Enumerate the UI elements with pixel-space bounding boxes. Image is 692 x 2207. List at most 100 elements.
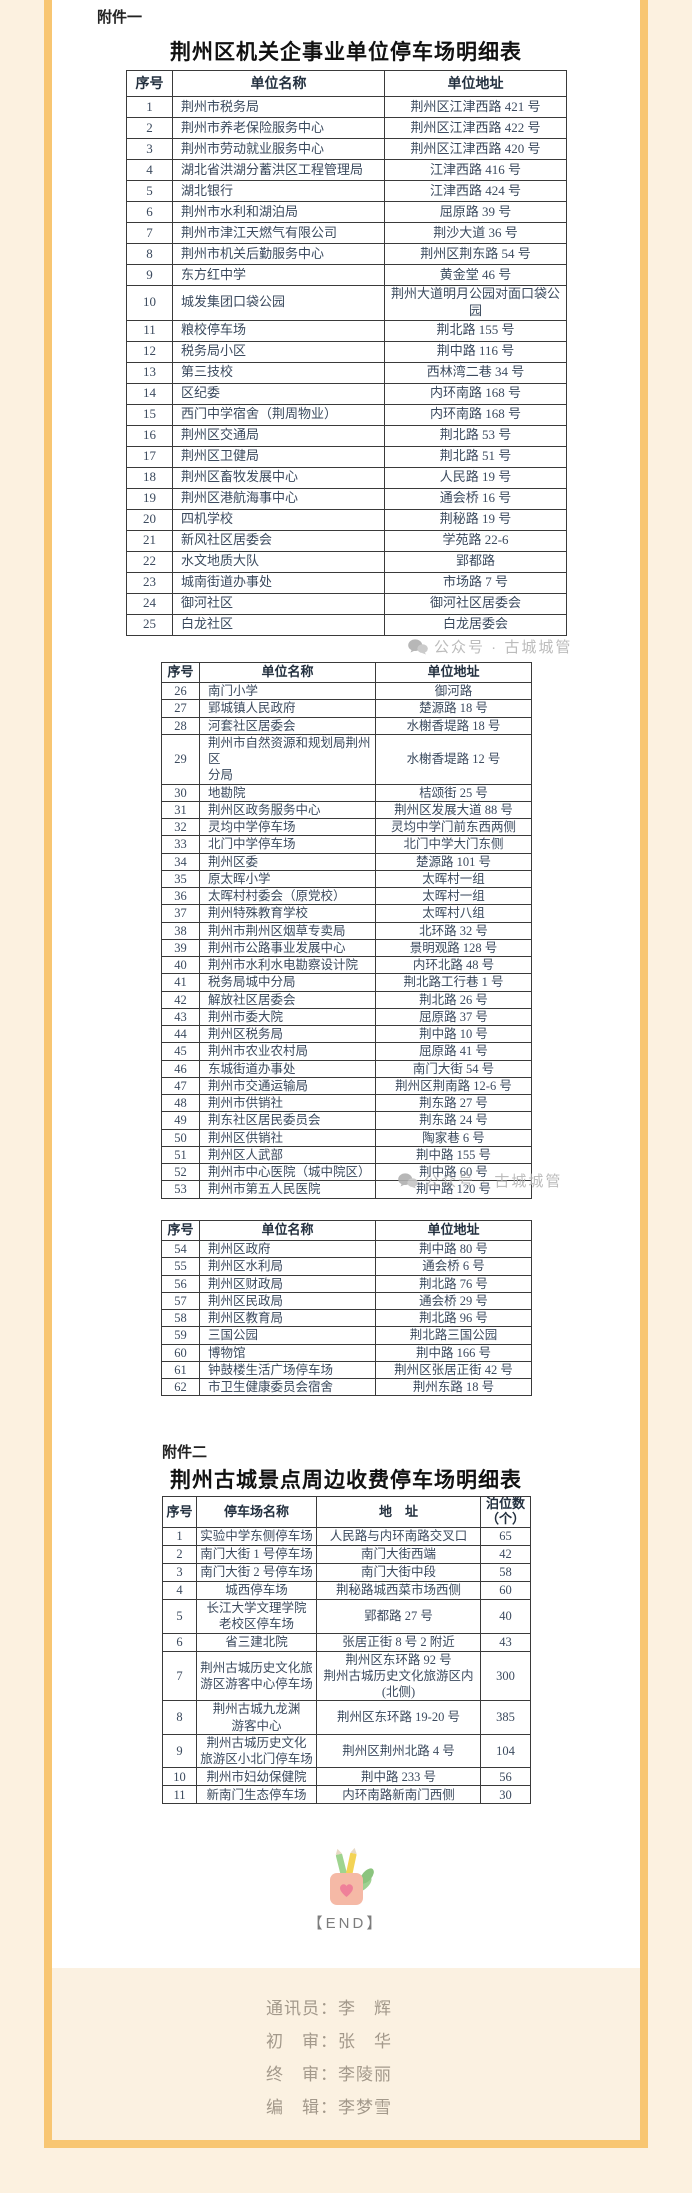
table-cell: 水榭香堤路 12 号 xyxy=(375,733,532,785)
table-row: 26 南门小学 御河路 xyxy=(161,681,532,701)
table-cell: 17 xyxy=(126,445,173,468)
table-cell: 屈原路 37 号 xyxy=(375,1007,532,1027)
table-cell: 46 xyxy=(161,1059,200,1078)
unit-parking-table-3: 序号 单位名称 单位地址 54 荆州区政府 荆中路 80 号 55 荆州区水利局 通会桥 6 … xyxy=(161,1220,532,1397)
table-cell: 白龙居委会 xyxy=(384,613,567,636)
table-row: 38 荆州市荆州区烟草专卖局 北环路 32 号 xyxy=(161,921,532,940)
table-row: 25 白龙社区 白龙居委会 xyxy=(126,613,567,636)
table-cell: 21 xyxy=(126,529,173,552)
table-cell: 49 xyxy=(161,1111,200,1130)
header-cell: 序号 xyxy=(161,1220,200,1241)
table-row: 1 荆州市税务局 荆州区江津西路 421 号 xyxy=(126,96,567,118)
table-cell: 南门大街西端 xyxy=(316,1545,481,1564)
table-cell: 新风社区居委会 xyxy=(172,529,385,552)
table-row: 45 荆州市农业农村局 屈原路 41 号 xyxy=(161,1042,532,1061)
table-row: 32 灵均中学停车场 灵均中学门前东西两侧 xyxy=(161,817,532,837)
table-cell: 博物馆 xyxy=(199,1343,376,1362)
table-cell: 44 xyxy=(161,1024,200,1044)
table-cell: 湖北银行 xyxy=(172,180,385,202)
header-cell: 单位地址 xyxy=(375,1220,532,1241)
table-row: 53 荆州市第五人民医院 荆中路 120 号 xyxy=(161,1180,532,1199)
table-cell: 白龙社区 xyxy=(172,613,385,636)
table-cell: 御河社区 xyxy=(172,592,385,615)
table-cell: 南门大街 1 号停车场 xyxy=(196,1545,317,1564)
table-cell: 荆东社区居民委员会 xyxy=(199,1111,376,1130)
table-cell: 荆东路 27 号 xyxy=(375,1093,532,1113)
table-row: 15 西门中学宿舍（荆周物业） 内环南路 168 号 xyxy=(126,403,567,426)
table-cell: 荆秘路 19 号 xyxy=(384,508,567,531)
table-cell: 3 xyxy=(126,138,173,160)
table-cell: 300 xyxy=(480,1650,531,1702)
table-cell: 城西停车场 xyxy=(196,1581,317,1600)
table-cell: 长江大学文理学院 老校区停车场 xyxy=(196,1599,317,1634)
table-row: 4 城西停车场 荆秘路城西菜市场西侧 60 xyxy=(162,1581,531,1600)
table-row: 50 荆州区供销社 陶家巷 6 号 xyxy=(161,1128,532,1147)
table-cell: 60 xyxy=(161,1343,200,1362)
table-cell: 新南门生态停车场 xyxy=(196,1785,317,1805)
table-row: 49 荆东社区居民委员会 荆东路 24 号 xyxy=(161,1111,532,1130)
table-cell: 原太晖小学 xyxy=(199,869,376,889)
table-cell: 南门小学 xyxy=(199,681,376,701)
table-cell: 第三技校 xyxy=(172,361,385,384)
table-cell: 22 xyxy=(126,550,173,573)
wechat-bubbles-icon xyxy=(408,638,428,654)
table-row: 31 荆州区政务服务中心 荆州区发展大道 88 号 xyxy=(161,800,532,820)
header-cell: 停车场名称 xyxy=(196,1496,317,1528)
table-cell: 52 xyxy=(161,1162,200,1182)
table-cell: 内环北路 48 号 xyxy=(375,955,532,975)
table-cell: 4 xyxy=(126,159,173,181)
table-cell: 灵均中学停车场 xyxy=(199,817,376,837)
table-cell: 荆州区港航海事中心 xyxy=(172,487,385,510)
table-row: 9 东方红中学 黄金堂 46 号 xyxy=(126,264,567,286)
table-cell: 荆州区教育局 xyxy=(199,1308,376,1328)
table-cell: 黄金堂 46 号 xyxy=(384,264,567,286)
table-cell: 60 xyxy=(480,1581,531,1600)
table-cell: 荆州古城历史文化旅 游区游客中心停车场 xyxy=(196,1650,317,1702)
table-cell: 54 xyxy=(161,1239,200,1259)
table-cell: 9 xyxy=(126,264,173,286)
table-cell: 郢城镇人民政府 xyxy=(199,699,376,718)
table-cell: 荆州区东环路 92 号 荆州古城历史文化旅游区内(北侧) xyxy=(316,1650,481,1702)
unit-parking-table-1: 序号 单位名称 单位地址 1 荆州市税务局 荆州区江津西路 421 号 2 荆州市养老保险服… xyxy=(126,70,567,636)
table-cell: 荆州区畜牧发展中心 xyxy=(172,466,385,489)
table-header-row: 序号 单位名称 单位地址 xyxy=(161,662,532,683)
table-cell: 钟鼓楼生活广场停车场 xyxy=(199,1360,376,1380)
table-row: 7 荆州市津江天燃气有限公司 荆沙大道 36 号 xyxy=(126,222,567,244)
table-cell: 荆州区江津西路 420 号 xyxy=(384,138,567,160)
table-cell: 荆州区东环路 19-20 号 xyxy=(316,1700,481,1735)
table-row: 22 水文地质大队 郢都路 xyxy=(126,550,567,573)
table-row: 11 新南门生态停车场 内环南路新南门西侧 30 xyxy=(162,1785,531,1805)
table-header-row: 序号 单位名称 单位地址 xyxy=(161,1220,532,1241)
table-row: 24 御河社区 御河社区居委会 xyxy=(126,592,567,615)
table-cell: 荆州区委 xyxy=(199,852,376,871)
table-cell: 太晖村一组 xyxy=(375,886,532,906)
table-cell: 御河社区居委会 xyxy=(384,592,567,615)
table-cell: 荆州市荆州区烟草专卖局 xyxy=(199,921,376,940)
content-card: 附件一 荆州区机关企事业单位停车场明细表 序号 单位名称 单位地址 1 荆州市税务局荆… xyxy=(44,0,648,2148)
credit-editor: 编 辑：李梦雪 xyxy=(266,2098,392,2117)
table-cell: 荆北路 51 号 xyxy=(384,445,567,468)
table-cell: 湖北省洪湖分蓄洪区工程管理局 xyxy=(172,159,385,181)
table-row: 13 第三技校 西林湾二巷 34 号 xyxy=(126,361,567,384)
table-row: 7 荆州古城历史文化旅 游区游客中心停车场 荆州区东环路 92 号 荆州古城历史文化… xyxy=(162,1650,531,1702)
table-cell: 北环路 32 号 xyxy=(375,921,532,940)
table1-title: 荆州区机关企事业单位停车场明细表 xyxy=(170,41,522,64)
table-cell: 6 xyxy=(126,201,173,223)
table-cell: 荆州大道明月公园对面口袋公 园 xyxy=(384,285,567,321)
credit-first-review: 初 审：张 华 xyxy=(266,2032,392,2051)
table-cell: 东城街道办事处 xyxy=(199,1059,376,1078)
table-cell: 12 xyxy=(126,340,173,363)
table-cell: 荆秘路城西菜市场西侧 xyxy=(316,1581,481,1600)
attachment1-label: 附件一 xyxy=(97,9,143,26)
table-header-row: 序号 停车场名称地 址泊位数 （个） xyxy=(162,1496,531,1528)
table-cell: 2 xyxy=(162,1545,197,1564)
table-row: 43 荆州市委大院 屈原路 37 号 xyxy=(161,1007,532,1027)
table-cell: 荆州市自然资源和规划局荆州区 分局 xyxy=(199,733,376,785)
table-cell: 荆州区张居正街 42 号 xyxy=(375,1360,532,1380)
end-marker: 【END】 xyxy=(307,1915,385,1932)
header-cell: 序号 xyxy=(161,662,200,683)
table-cell: 水榭香堤路 18 号 xyxy=(375,716,532,735)
table-cell: 35 xyxy=(161,869,200,889)
table-row: 59 三国公园 荆北路三国公园 xyxy=(161,1326,532,1345)
table-cell: 荆州古城九龙渊 游客中心 xyxy=(196,1700,317,1735)
